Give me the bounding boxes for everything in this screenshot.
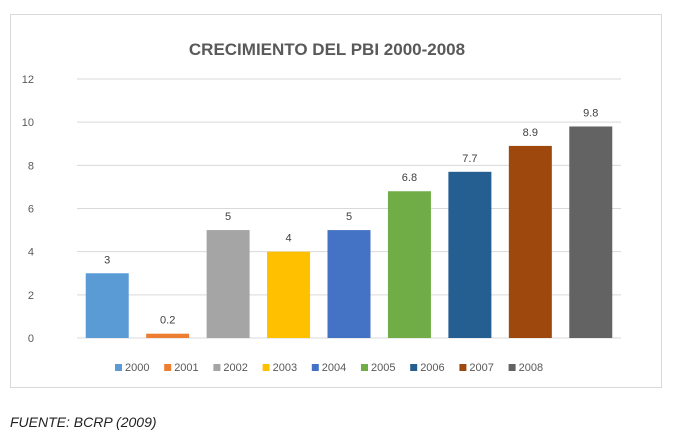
bar-2005 xyxy=(387,191,431,338)
legend-label-2001: 2001 xyxy=(174,362,198,374)
data-label-2006: 7.7 xyxy=(462,153,477,165)
legend-label-2000: 2000 xyxy=(125,362,149,374)
chart-title: CRECIMIENTO DEL PBI 2000-2008 xyxy=(189,40,465,59)
data-label-2000: 3 xyxy=(104,254,110,266)
legend-label-2008: 2008 xyxy=(519,362,543,374)
chart-container: CRECIMIENTO DEL PBI 2000-2008 0 2 4 6 8 10 12 … xyxy=(10,14,662,388)
y-tick-label: 8 xyxy=(28,160,34,172)
legend-swatch-2004 xyxy=(311,364,319,371)
y-tick-label: 0 xyxy=(28,333,34,345)
bar-2003 xyxy=(267,251,311,338)
y-tick-label: 12 xyxy=(22,74,34,86)
legend-swatch-2001 xyxy=(164,364,172,371)
legend-swatch-2002 xyxy=(213,364,221,371)
bar-2002 xyxy=(206,230,250,338)
legend-swatch-2000 xyxy=(115,364,122,371)
legend-label-2004: 2004 xyxy=(322,362,346,374)
legend-label-2002: 2002 xyxy=(223,362,247,374)
bar-2007 xyxy=(508,145,552,338)
legend-label-2005: 2005 xyxy=(371,362,395,374)
y-axis-ticks: 0 2 4 6 8 10 12 xyxy=(22,74,34,345)
legend-label-2006: 2006 xyxy=(420,362,444,374)
data-label-2007: 8.9 xyxy=(523,127,538,139)
legend-label-2007: 2007 xyxy=(469,362,493,374)
data-label-2004: 5 xyxy=(346,211,352,223)
bar-2004 xyxy=(327,230,371,338)
data-label-2008: 9.8 xyxy=(583,107,598,119)
bars xyxy=(85,126,613,338)
data-label-2005: 6.8 xyxy=(402,172,417,184)
bar-2006 xyxy=(448,171,492,338)
data-label-2002: 5 xyxy=(225,211,231,223)
y-tick-label: 6 xyxy=(28,204,34,216)
legend-swatch-2005 xyxy=(361,364,368,371)
legend-label-2003: 2003 xyxy=(273,362,297,374)
bar-2001 xyxy=(146,333,190,338)
legend-swatch-2006 xyxy=(410,364,418,371)
y-tick-label: 10 xyxy=(22,117,34,129)
bar-2008 xyxy=(569,126,613,338)
legend-swatch-2003 xyxy=(262,364,270,371)
data-label-2003: 4 xyxy=(285,233,291,245)
legend-swatch-2008 xyxy=(508,364,516,371)
legend: 2000 2001 2002 2003 2004 2005 2006 2007 2008 xyxy=(115,362,543,374)
bar-chart: CRECIMIENTO DEL PBI 2000-2008 024681012 … xyxy=(22,40,621,374)
legend-swatch-2007 xyxy=(459,364,467,371)
y-tick-label: 2 xyxy=(28,290,34,302)
y-tick-label: 4 xyxy=(28,247,34,259)
bar-2000 xyxy=(85,273,129,338)
data-label-2001: 0.2 xyxy=(160,315,175,327)
data-labels: 3 0.2 5 4 5 6.8 7.7 8.9 9.8 xyxy=(104,107,598,326)
source-note: FUENTE: BCRP (2009) xyxy=(10,414,157,430)
